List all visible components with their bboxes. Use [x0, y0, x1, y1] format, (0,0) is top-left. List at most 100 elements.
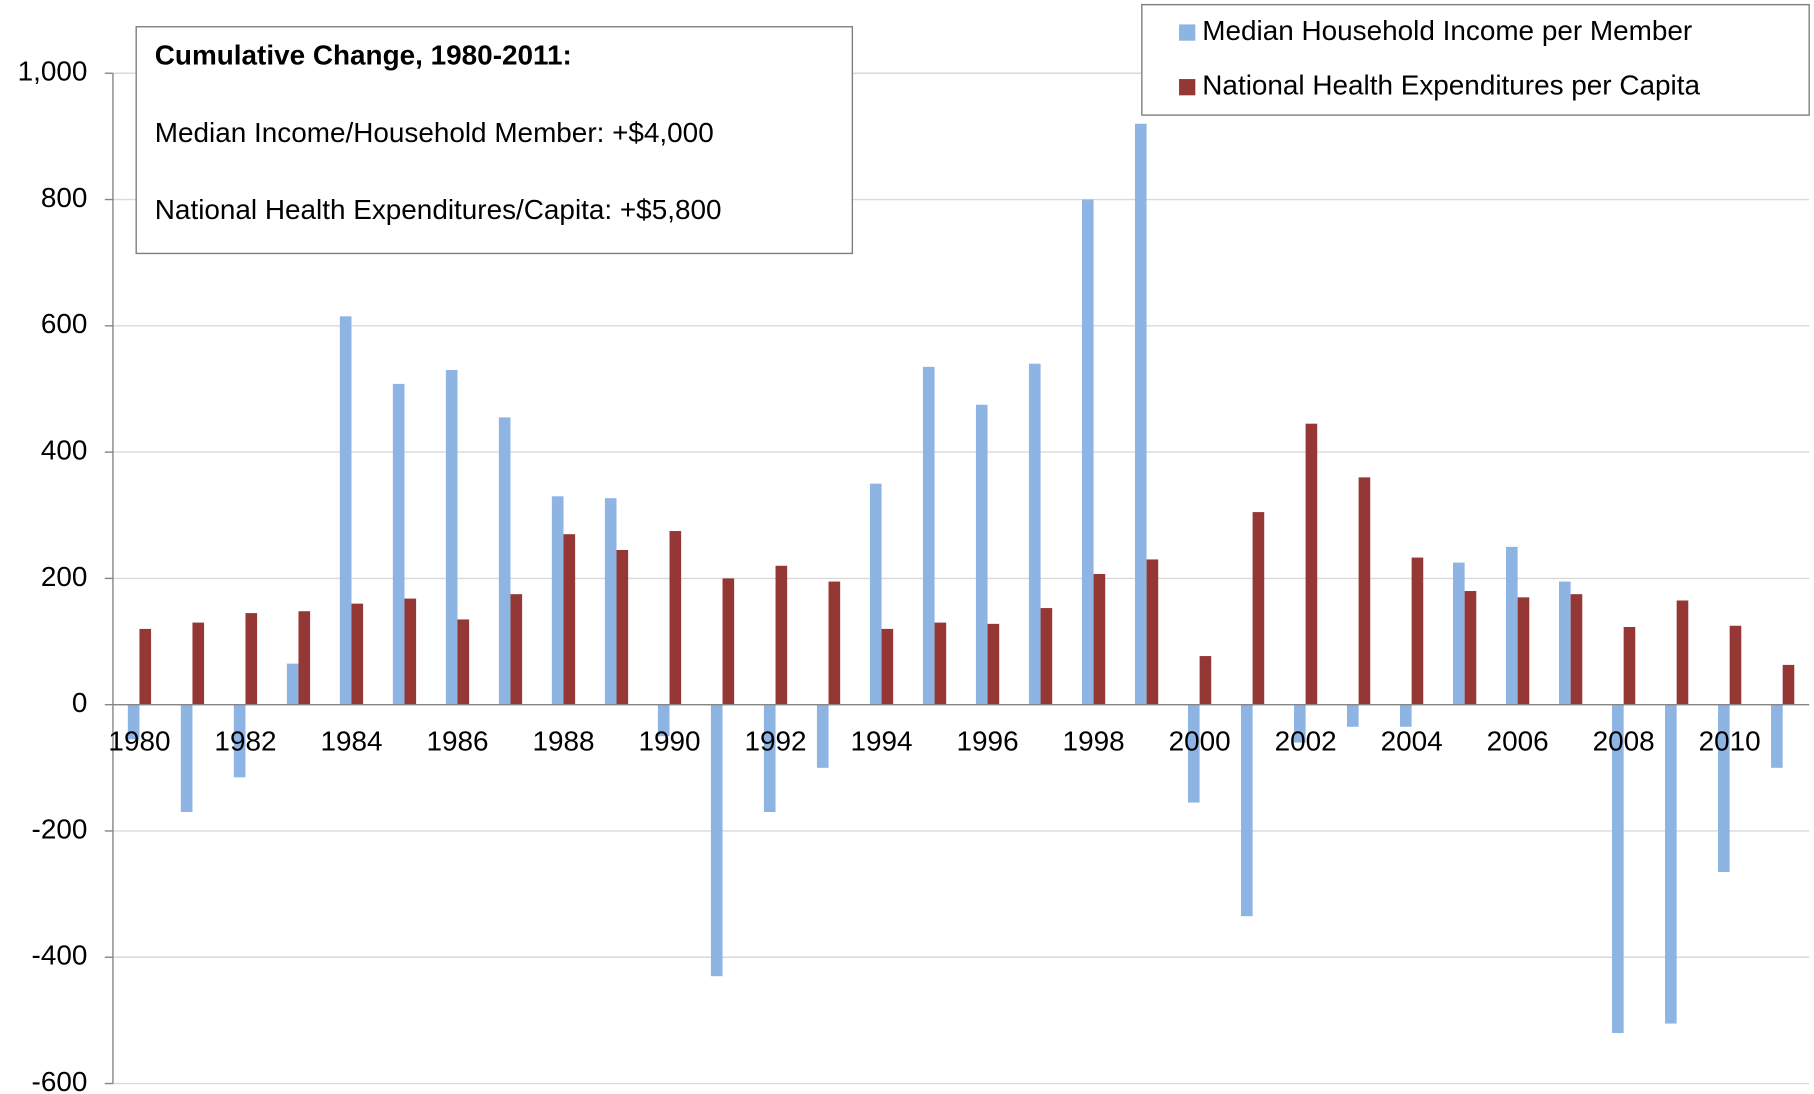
legend-swatch: [1179, 24, 1196, 41]
legend-swatch: [1179, 79, 1196, 96]
bar: [1623, 627, 1636, 705]
bar: [192, 622, 205, 705]
bar: [286, 663, 299, 705]
bar: [616, 549, 629, 705]
x-tick-label: 1990: [638, 725, 700, 756]
bar: [828, 581, 841, 705]
bar: [1305, 423, 1318, 705]
x-tick-label: 1992: [745, 725, 807, 756]
bar: [498, 417, 511, 705]
bar: [1453, 562, 1465, 705]
bar: [1517, 597, 1530, 705]
bar: [669, 531, 682, 705]
bar: [1506, 546, 1518, 705]
legend-label: National Health Expenditures per Capita: [1202, 70, 1700, 101]
annotation-box: [135, 26, 854, 255]
bar: [987, 623, 1000, 705]
bar: [1771, 704, 1783, 768]
legend-label: Median Household Income per Member: [1202, 15, 1692, 46]
bar: [1134, 123, 1147, 705]
bar: [1199, 656, 1212, 705]
bar: [339, 316, 352, 705]
bar: [604, 498, 617, 705]
bar: [1358, 477, 1371, 705]
x-tick-label: 1984: [320, 725, 382, 756]
bar: [551, 496, 564, 705]
x-tick-label: 2002: [1275, 725, 1337, 756]
bar: [1028, 363, 1041, 705]
bar: [445, 370, 458, 705]
bar: [763, 704, 776, 813]
y-tick-label: -600: [32, 1066, 88, 1094]
x-tick-label: 1994: [851, 725, 913, 756]
bar: [1782, 664, 1795, 705]
y-tick-label: 400: [41, 434, 88, 465]
annotation-line: National Health Expenditures/Capita: +$5…: [155, 194, 722, 225]
x-tick-label: 2004: [1381, 725, 1443, 756]
bar: [1399, 704, 1412, 727]
bar: [1559, 581, 1571, 705]
bar: [563, 534, 576, 705]
bar: [1665, 704, 1677, 1024]
x-tick-label: 2000: [1169, 725, 1231, 756]
x-tick-label: 1996: [957, 725, 1019, 756]
bar: [404, 598, 417, 705]
legend-box: [1141, 3, 1810, 116]
bar: [722, 578, 735, 705]
x-tick-label: 1998: [1063, 725, 1125, 756]
bar: [1293, 704, 1306, 743]
bar: [975, 404, 988, 705]
bar: [392, 383, 405, 705]
y-tick-label: -200: [32, 813, 88, 844]
x-tick-label: 2010: [1699, 725, 1761, 756]
bar: [180, 704, 193, 813]
annotation-title: Cumulative Change, 1980-2011:: [155, 39, 572, 70]
bar: [1612, 704, 1624, 1034]
bar: [457, 619, 470, 705]
x-tick-label: 2008: [1593, 725, 1655, 756]
bar: [1081, 199, 1094, 705]
bar: [127, 704, 140, 740]
bar: [1411, 557, 1424, 705]
bar: [139, 628, 152, 705]
bar: [1146, 559, 1159, 705]
bar: [1252, 512, 1265, 705]
x-tick-label: 1980: [108, 725, 170, 756]
bar: [245, 613, 258, 705]
bar: [710, 704, 723, 977]
bar: [869, 483, 882, 705]
x-tick-label: 1988: [532, 725, 594, 756]
bar: [1676, 600, 1689, 705]
bar: [1040, 608, 1053, 705]
bar: [1093, 573, 1106, 705]
x-tick-label: 2006: [1487, 725, 1549, 756]
bar: [233, 704, 246, 778]
bar: [1187, 704, 1200, 803]
bar: [1718, 704, 1730, 873]
bar: [657, 704, 670, 737]
bar: [934, 622, 947, 705]
bar: [1570, 594, 1583, 705]
y-tick-label: 800: [41, 182, 88, 213]
bar: [1464, 591, 1477, 705]
y-tick-label: 600: [41, 308, 88, 339]
bar: [1346, 704, 1359, 727]
bar: [351, 603, 364, 705]
bar: [298, 611, 311, 705]
bar: [881, 628, 894, 705]
bar: [922, 366, 935, 705]
y-tick-label: 0: [72, 687, 88, 718]
y-tick-label: 1,000: [18, 56, 88, 87]
y-tick-label: 200: [41, 561, 88, 592]
bar: [1240, 704, 1253, 917]
bar: [510, 594, 523, 705]
bar: [816, 704, 829, 768]
annotation-line: Median Income/Household Member: +$4,000: [155, 117, 714, 148]
bar: [1729, 625, 1742, 705]
y-tick-label: -400: [32, 940, 88, 971]
x-tick-label: 1982: [214, 725, 276, 756]
bar: [775, 565, 788, 705]
x-tick-label: 1986: [426, 725, 488, 756]
